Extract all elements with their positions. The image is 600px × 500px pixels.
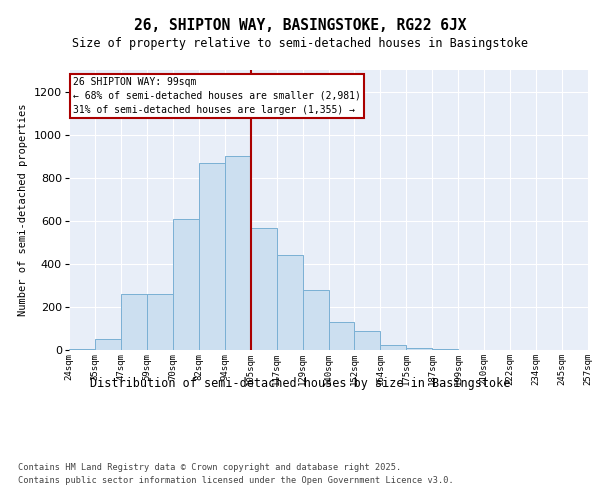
- Bar: [329, 322, 355, 350]
- Bar: [277, 255, 302, 350]
- Bar: [251, 228, 277, 350]
- Text: 26 SHIPTON WAY: 99sqm
← 68% of semi-detached houses are smaller (2,981)
31% of s: 26 SHIPTON WAY: 99sqm ← 68% of semi-deta…: [73, 77, 361, 115]
- Bar: [355, 330, 380, 350]
- Bar: [406, 348, 432, 350]
- Text: 26, SHIPTON WAY, BASINGSTOKE, RG22 6JX: 26, SHIPTON WAY, BASINGSTOKE, RG22 6JX: [134, 18, 466, 32]
- Bar: [199, 162, 224, 350]
- Bar: [173, 218, 199, 350]
- Text: Size of property relative to semi-detached houses in Basingstoke: Size of property relative to semi-detach…: [72, 38, 528, 51]
- Bar: [225, 156, 251, 350]
- Bar: [147, 294, 173, 350]
- Bar: [380, 344, 406, 350]
- Bar: [433, 349, 458, 350]
- Y-axis label: Number of semi-detached properties: Number of semi-detached properties: [19, 104, 28, 316]
- Bar: [302, 290, 329, 350]
- Text: Contains HM Land Registry data © Crown copyright and database right 2025.: Contains HM Land Registry data © Crown c…: [18, 462, 401, 471]
- Bar: [95, 339, 121, 350]
- Text: Contains public sector information licensed under the Open Government Licence v3: Contains public sector information licen…: [18, 476, 454, 485]
- Bar: [121, 294, 147, 350]
- Bar: [69, 349, 95, 350]
- Text: Distribution of semi-detached houses by size in Basingstoke: Distribution of semi-detached houses by …: [90, 378, 510, 390]
